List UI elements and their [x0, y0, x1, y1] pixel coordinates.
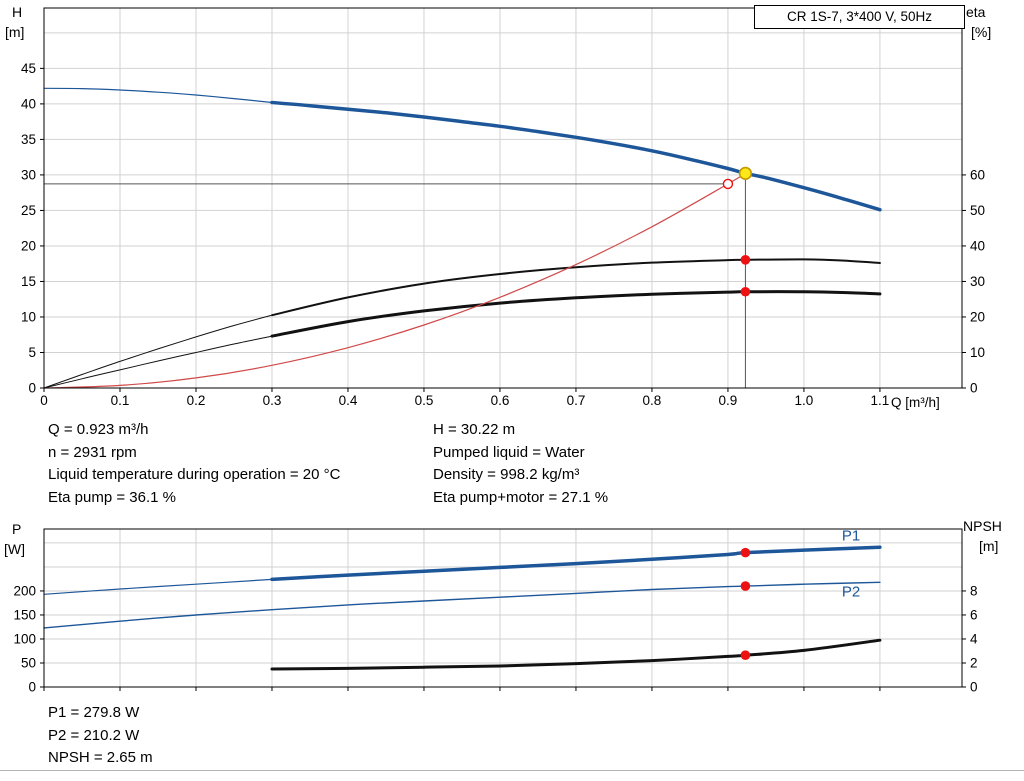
y-tick-label: 40 [21, 96, 36, 111]
eta-pump-point [740, 254, 751, 265]
y-tick-label-right: 4 [970, 631, 978, 646]
series-eta-pump-motor-low [43, 335, 273, 389]
y-tick-label-right: 10 [970, 345, 985, 360]
p-axis-label: P [12, 521, 22, 537]
x-tick-label: 0.4 [339, 393, 358, 408]
series-head-curve [270, 100, 882, 212]
annot-npsh: NPSH = 2.65 m [48, 749, 153, 766]
y-tick-label: 50 [21, 655, 36, 670]
annot-flow: Q = 0.923 m³/h [48, 421, 149, 438]
annot-p2: P2 = 210.2 W [48, 726, 140, 744]
series-eta-pump [271, 258, 881, 317]
series-p1-curve [270, 545, 882, 582]
y-tick-label: 0 [28, 381, 36, 396]
npsh-axis-label: NPSH [963, 518, 1002, 534]
y-tick-label-right: 50 [970, 203, 985, 218]
curve-label-P2: P2 [842, 584, 860, 601]
y-tick-label: 5 [28, 345, 36, 360]
y-tick-label-right: 0 [970, 680, 978, 695]
series-head-curve-low [43, 87, 273, 104]
x-tick-label: 0.1 [111, 393, 130, 408]
requested-duty-point[interactable] [722, 178, 734, 190]
y-tick-label: 20 [21, 238, 36, 253]
annot-speed: n = 2931 rpm [48, 443, 137, 461]
y-tick-label: 35 [21, 132, 36, 147]
x-tick-label: 0.3 [263, 393, 282, 408]
y-tick-label: 200 [13, 583, 36, 598]
x-tick-label: 1.1 [871, 393, 890, 408]
pump-model-label: CR 1S-7, 3*400 V, 50Hz [754, 5, 965, 29]
x-tick-label: 0.8 [643, 393, 662, 408]
eta-axis-label: eta [966, 4, 986, 20]
series-p1-curve-low [43, 578, 273, 595]
annot-liquid: Pumped liquid = Water [433, 443, 585, 461]
duty-annotations-right: H = 30.22 m Pumped liquid = Water Densit… [433, 419, 608, 509]
npsh-point [740, 650, 751, 660]
operating-point[interactable] [738, 166, 753, 180]
y-tick-label-right: 20 [970, 309, 985, 324]
npsh-axis-unit: [m] [979, 538, 999, 554]
curve-label-P1: P1 [842, 528, 860, 545]
power-annotations: P1 = 279.8 W P2 = 210.2 W NPSH = 2.65 m [48, 702, 153, 770]
duty-annotations-left: Q = 0.923 m³/h n = 2931 rpm Liquid tempe… [48, 419, 340, 509]
y-tick-label-right: 30 [970, 274, 985, 289]
annot-eta-pump-motor: Eta pump+motor = 27.1 % [433, 488, 609, 506]
y-tick-label-right: 0 [970, 381, 978, 396]
p-axis-unit: [W] [4, 541, 25, 557]
eta-pump-motor-point [740, 286, 751, 297]
y-tick-label-right: 60 [970, 167, 985, 182]
annot-head: H = 30.22 m [433, 421, 516, 438]
y-tick-label: 0 [28, 680, 36, 695]
plot-border [43, 7, 963, 389]
series-system-curve [43, 172, 746, 389]
y-tick-label-right: 8 [970, 583, 978, 598]
plot-border [43, 528, 963, 688]
x-tick-label: 0.2 [187, 393, 206, 408]
annot-eta-pump: Eta pump = 36.1 % [48, 488, 176, 506]
y-tick-label-right: 6 [970, 607, 978, 622]
y-tick-label-right: 2 [970, 655, 978, 670]
h-axis-unit: [m] [5, 24, 25, 40]
annot-temperature: Liquid temperature during operation = 20… [48, 466, 341, 483]
bottom-divider [0, 770, 1024, 771]
y-tick-label: 100 [13, 631, 36, 646]
series-npsh-curve [270, 638, 882, 671]
x-tick-label: 0 [40, 393, 48, 408]
eta-axis-unit: [%] [971, 24, 992, 40]
series-eta-pump-low [43, 314, 273, 389]
x-tick-label: 0.5 [415, 393, 434, 408]
series-p2-curve [43, 581, 881, 629]
p2-point [740, 581, 751, 591]
annot-p1: P1 = 279.8 W [48, 704, 140, 721]
x-tick-label: 0.7 [567, 393, 586, 408]
series-eta-pump-motor [270, 290, 882, 338]
h-axis-label: H [12, 4, 23, 20]
x-tick-label: 1.0 [795, 393, 814, 408]
y-tick-label-right: 40 [970, 238, 985, 253]
p1-point [740, 547, 751, 558]
y-tick-label: 15 [21, 274, 36, 289]
x-tick-label: 0.9 [719, 393, 738, 408]
x-tick-label: 0.6 [491, 393, 510, 408]
q-axis-label: Q [m³/h] [891, 395, 940, 410]
y-tick-label: 45 [21, 61, 36, 76]
y-tick-label: 10 [21, 309, 36, 324]
y-tick-label: 25 [21, 203, 36, 218]
annot-density: Density = 998.2 kg/m³ [433, 466, 580, 483]
y-tick-label: 30 [21, 167, 36, 182]
y-tick-label: 150 [13, 607, 36, 622]
